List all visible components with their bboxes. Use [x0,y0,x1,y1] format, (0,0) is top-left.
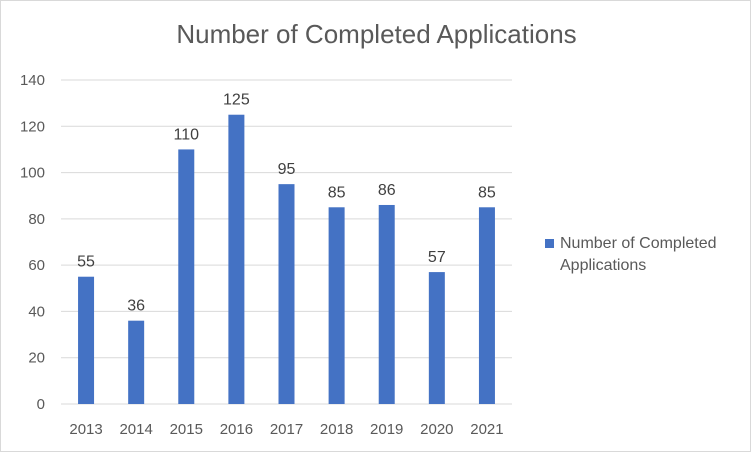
data-label: 125 [223,92,250,109]
bar [328,207,345,404]
bar [178,149,195,404]
bar [128,320,145,404]
data-label: 110 [174,126,200,143]
y-tick-label: 60 [28,257,45,274]
bar [278,184,295,404]
y-tick-label: 80 [28,211,45,228]
y-tick-label: 100 [20,165,45,182]
x-tick-label: 2018 [320,421,353,438]
x-tick-label: 2014 [119,421,152,438]
data-label: 86 [378,182,396,199]
legend-swatch [545,239,554,248]
bar [78,276,95,404]
y-tick-label: 120 [20,118,45,135]
data-label: 55 [77,254,95,271]
y-tick-label: 20 [28,350,45,367]
y-tick-label: 40 [28,303,45,320]
bar [228,114,245,404]
bar [478,207,495,404]
x-tick-label: 2017 [270,421,303,438]
data-label: 85 [328,184,346,201]
data-label: 85 [478,184,496,201]
legend-label: Number of Completed Applications [560,235,717,274]
x-tick-label: 2016 [220,421,253,438]
x-tick-label: 2013 [69,421,102,438]
x-tick-label: 2021 [470,421,503,438]
x-tick-label: 2020 [420,421,453,438]
legend: Number of Completed Applications [545,233,745,277]
bar [378,204,395,404]
bar [428,272,445,404]
chart-title: Number of Completed Applications [176,19,577,49]
x-tick-label: 2019 [370,421,403,438]
data-label: 57 [428,249,446,266]
data-label: 36 [127,298,145,315]
y-tick-label: 0 [37,396,45,413]
y-tick-label: 140 [20,72,45,89]
x-tick-label: 2015 [170,421,203,438]
data-label: 95 [278,161,296,178]
